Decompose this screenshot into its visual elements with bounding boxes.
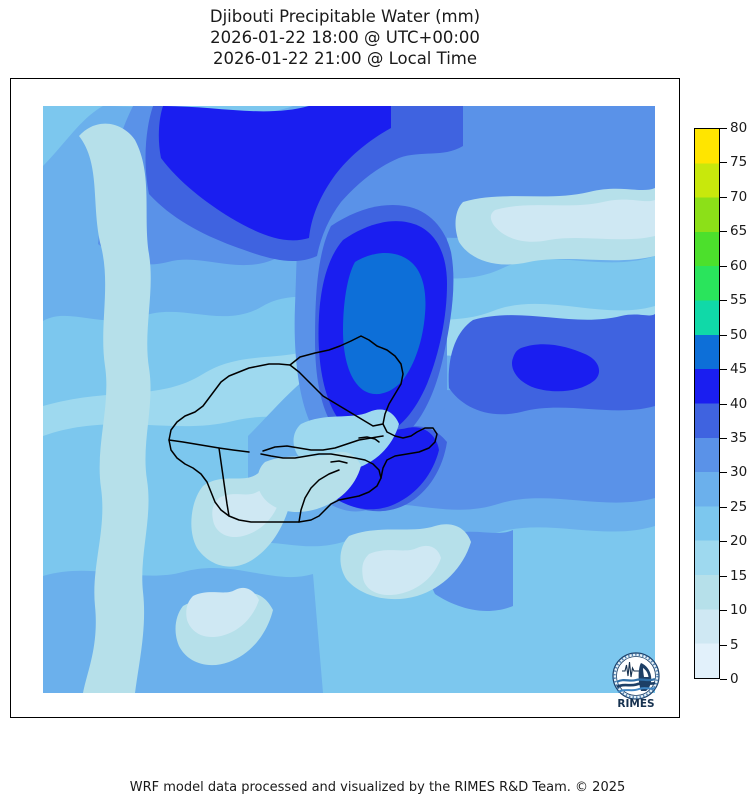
colorbar-tick-70 [720,196,727,198]
colorbar-tick-55 [720,300,727,302]
colorbar-tick-15 [720,575,727,577]
colorbar-label-30: 30 [730,464,748,481]
colorbar-tick-50 [720,334,727,336]
colorbar-label-35: 35 [730,429,748,446]
colorbar: 0 5 10 15 20 25 30 35 40 45 50 55 60 65 70 75 80 [694,120,747,687]
colorbar-label-0: 0 [730,671,739,687]
colorbar-label-40: 40 [730,395,748,412]
rimes-logo: RIMES [612,652,660,710]
colorbar-gradient [694,128,720,679]
title-line-utc-time: 2026-01-22 18:00 @ UTC+00:00 [210,28,480,47]
map-plot-frame: RIMES [10,78,680,718]
contour-map-svg [43,106,655,693]
colorbar-label-75: 75 [730,154,748,171]
colorbar-tick-75 [720,162,727,164]
colorbar-label-5: 5 [730,636,739,653]
colorbar-label-55: 55 [730,292,748,309]
colorbar-label-10: 10 [730,602,748,619]
colorbar-tick-40 [720,403,727,405]
colorbar-tick-65 [720,231,727,233]
country-border-overlay [168,335,438,523]
colorbar-label-60: 60 [730,257,748,274]
rimes-logo-text: RIMES [617,698,654,710]
colorbar-label-15: 15 [730,567,748,584]
colorbar-tick-20 [720,541,727,543]
colorbar-tick-10 [720,610,727,612]
title-line-local-time: 2026-01-22 21:00 @ Local Time [212,49,478,68]
colorbar-label-80: 80 [730,120,748,136]
colorbar-tick-30 [720,472,727,474]
colorbar-label-45: 45 [730,361,748,378]
colorbar-tick-35 [720,437,727,439]
page-title: Djibouti Precipitable Water (mm) 2026-01… [0,6,690,69]
colorbar-label-25: 25 [730,498,748,515]
colorbar-label-65: 65 [730,223,748,240]
colorbar-tick-25 [720,506,727,508]
colorbar-tick-45 [720,369,727,371]
colorbar-tick-5 [720,644,727,646]
contour-map-field [43,106,655,693]
contour-bands [43,106,655,693]
colorbar-label-50: 50 [730,326,748,343]
title-line-variable: Djibouti Precipitable Water (mm) [209,7,481,26]
colorbar-tick-80 [720,128,727,129]
colorbar-tick-0 [720,679,727,680]
colorbar-label-70: 70 [730,188,748,205]
colorbar-tick-60 [720,265,727,267]
footer-credit: WRF model data processed and visualized … [129,780,626,795]
colorbar-label-20: 20 [730,533,748,550]
